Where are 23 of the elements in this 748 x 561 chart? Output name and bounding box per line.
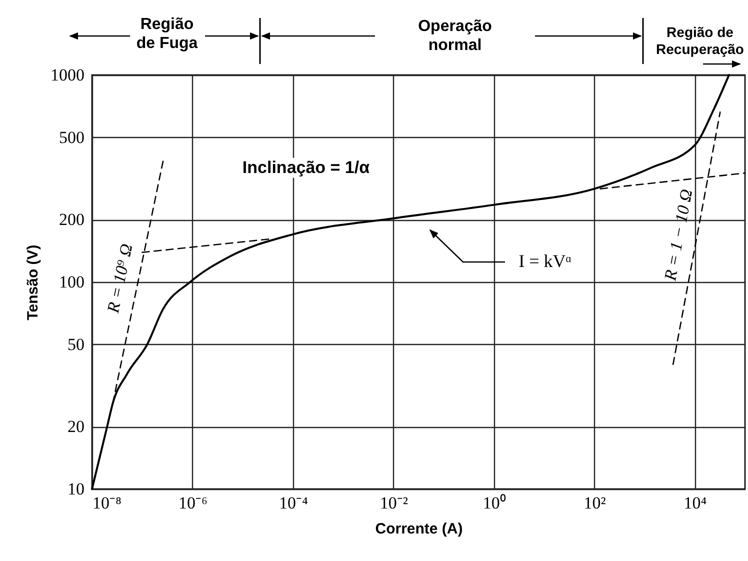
y-tick-label: 100 [59, 272, 84, 292]
x-tick-label: 10⁻⁸ [92, 494, 122, 512]
annotation: I = kVᵅ [518, 251, 572, 273]
text: R = 1 − 10 Ω [660, 188, 696, 283]
y-axis-title: Tensão (V) [24, 244, 42, 320]
text: R = 10⁹ Ω [103, 242, 136, 316]
y-tick-label: 200 [59, 210, 84, 230]
x-tick-label: 10⁰ [482, 494, 506, 512]
y-tick-label: 20 [68, 417, 84, 436]
x-tick-label: 10⁻⁶ [178, 494, 208, 512]
text: Operação normal [417, 16, 493, 56]
x-tick-label: 10⁴ [684, 494, 707, 512]
y-tick-label: 50 [68, 334, 84, 354]
text: Região de Fuga [135, 14, 199, 54]
x-tick-label: 10⁻⁴ [278, 494, 308, 512]
y-tick-label: 1000 [50, 66, 84, 84]
y-tick-label: 500 [59, 128, 84, 147]
y-tick-label: 10 [68, 480, 84, 498]
x-axis-title: Corrente (A) [375, 520, 463, 538]
x-tick-label: 10⁻² [380, 494, 408, 512]
text: Região de Recuperação [656, 24, 744, 58]
annotation: Inclinação = 1/α [239, 158, 373, 178]
x-tick-label: 10² [584, 494, 606, 512]
